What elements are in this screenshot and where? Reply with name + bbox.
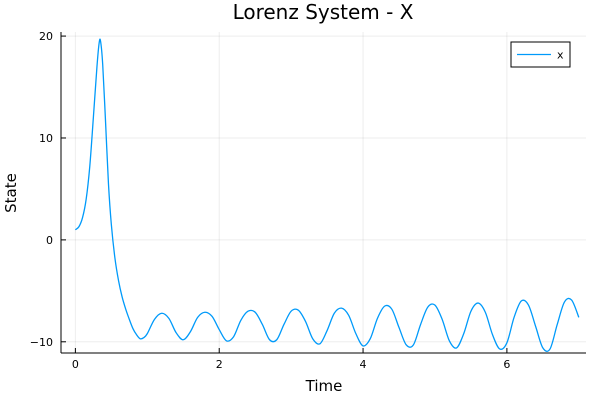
y-tick-label: −10 [30,336,53,349]
y-tick-label: 0 [46,234,53,247]
legend-label-x: x [557,49,564,62]
x-tick-label: 4 [360,358,367,371]
y-tick-label: 20 [39,30,53,43]
chart-title: Lorenz System - X [233,0,414,24]
y-axis-label: State [2,173,20,213]
x-tick-label: 2 [216,358,223,371]
legend: x [510,41,571,68]
ticks: 0 2 4 6 −10 0 10 20 [30,30,511,371]
axes [60,32,586,354]
grid [61,32,586,353]
series-layer [74,38,580,352]
y-tick-label: 10 [39,132,53,145]
series-line-x [74,38,580,352]
x-tick-label: 0 [72,358,79,371]
x-tick-label: 6 [503,358,510,371]
x-axis-label: Time [305,377,343,395]
